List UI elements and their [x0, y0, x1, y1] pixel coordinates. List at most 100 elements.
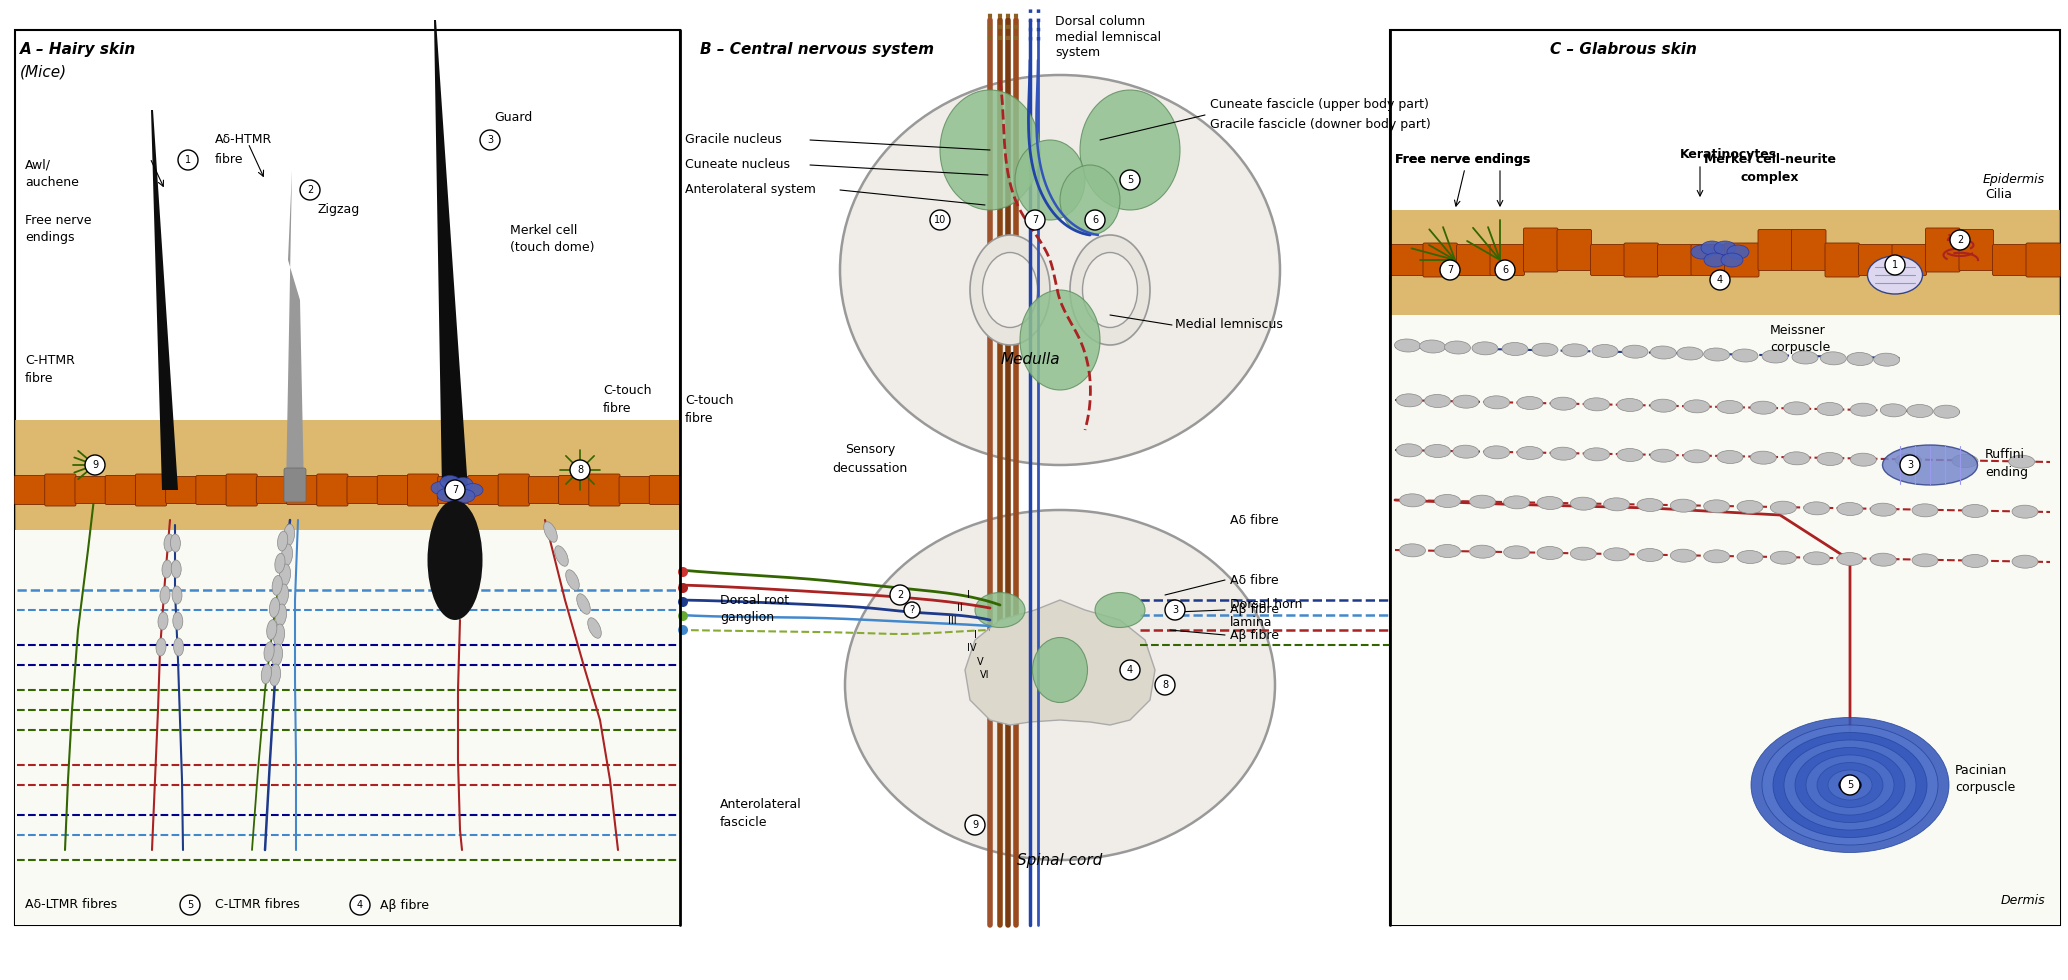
Ellipse shape [1818, 762, 1884, 808]
Text: Anterolateral system: Anterolateral system [685, 183, 817, 197]
Circle shape [678, 611, 689, 621]
Ellipse shape [428, 500, 482, 620]
Ellipse shape [1537, 497, 1563, 510]
FancyBboxPatch shape [1656, 244, 1692, 275]
Ellipse shape [277, 531, 287, 551]
FancyBboxPatch shape [1892, 244, 1927, 275]
Ellipse shape [1518, 447, 1543, 460]
Ellipse shape [1020, 290, 1100, 390]
FancyBboxPatch shape [45, 474, 77, 506]
FancyBboxPatch shape [376, 475, 409, 505]
Ellipse shape [2012, 555, 2037, 568]
Text: fibre: fibre [604, 402, 631, 415]
FancyBboxPatch shape [649, 475, 680, 505]
Ellipse shape [1650, 399, 1677, 413]
Ellipse shape [1963, 555, 1987, 567]
Polygon shape [434, 20, 467, 490]
Ellipse shape [1483, 446, 1510, 459]
FancyBboxPatch shape [1824, 243, 1859, 277]
Ellipse shape [1061, 165, 1121, 235]
Text: Dorsal column: Dorsal column [1055, 16, 1146, 28]
FancyBboxPatch shape [498, 474, 529, 506]
Text: 9: 9 [91, 460, 97, 470]
Ellipse shape [1913, 554, 1938, 566]
Ellipse shape [453, 477, 474, 491]
Text: system: system [1055, 46, 1100, 60]
Ellipse shape [1470, 495, 1495, 509]
Ellipse shape [1677, 347, 1702, 360]
Circle shape [180, 895, 201, 915]
Text: Ruffini: Ruffini [1985, 449, 2025, 462]
Circle shape [1886, 255, 1905, 275]
FancyBboxPatch shape [1859, 244, 1892, 275]
Text: IV: IV [968, 643, 976, 653]
Ellipse shape [941, 90, 1040, 210]
Ellipse shape [1750, 451, 1776, 465]
Ellipse shape [1435, 495, 1460, 508]
Ellipse shape [161, 560, 172, 578]
Ellipse shape [1803, 502, 1830, 514]
Ellipse shape [1963, 505, 1987, 517]
Ellipse shape [1537, 547, 1563, 560]
Ellipse shape [840, 75, 1280, 465]
Text: 3: 3 [1173, 605, 1179, 615]
Ellipse shape [275, 554, 285, 573]
Circle shape [1710, 270, 1731, 290]
Ellipse shape [1592, 345, 1617, 358]
Ellipse shape [1750, 401, 1776, 415]
Ellipse shape [436, 488, 457, 502]
FancyBboxPatch shape [1692, 244, 1725, 275]
FancyBboxPatch shape [1423, 243, 1458, 277]
FancyBboxPatch shape [347, 476, 378, 504]
Text: Gracile fascicle (downer body part): Gracile fascicle (downer body part) [1210, 119, 1431, 131]
Text: Merkel cell-neurite: Merkel cell-neurite [1704, 154, 1836, 167]
Ellipse shape [1621, 345, 1648, 358]
Ellipse shape [1518, 397, 1543, 410]
Ellipse shape [174, 638, 184, 656]
FancyBboxPatch shape [134, 474, 168, 506]
Circle shape [85, 455, 105, 475]
Ellipse shape [1772, 732, 1927, 838]
Text: Medulla: Medulla [1001, 353, 1059, 368]
Ellipse shape [269, 664, 281, 686]
Bar [1390, 210, 2060, 315]
Ellipse shape [1532, 343, 1557, 356]
Ellipse shape [1671, 549, 1696, 563]
Circle shape [931, 210, 949, 230]
Text: Aδ fibre: Aδ fibre [1230, 573, 1278, 586]
Ellipse shape [267, 619, 277, 640]
Ellipse shape [1785, 452, 1810, 465]
Ellipse shape [846, 510, 1276, 860]
Ellipse shape [273, 575, 283, 595]
Text: C-LTMR fibres: C-LTMR fibres [215, 899, 300, 911]
Ellipse shape [1896, 454, 1921, 466]
Ellipse shape [1503, 546, 1530, 559]
Circle shape [480, 130, 500, 150]
Ellipse shape [1638, 549, 1663, 562]
Ellipse shape [982, 253, 1038, 327]
Text: 7: 7 [1032, 215, 1038, 225]
Ellipse shape [430, 481, 451, 495]
Ellipse shape [1394, 339, 1421, 352]
Ellipse shape [1934, 405, 1960, 418]
Text: Free nerve: Free nerve [25, 214, 91, 226]
Ellipse shape [1650, 346, 1677, 359]
Text: decussation: decussation [833, 462, 908, 474]
Bar [14, 530, 680, 925]
Ellipse shape [281, 544, 292, 566]
Ellipse shape [1785, 740, 1915, 830]
Ellipse shape [440, 475, 459, 488]
Circle shape [1900, 455, 1919, 475]
Ellipse shape [1082, 253, 1137, 327]
Ellipse shape [1882, 445, 1977, 485]
Ellipse shape [1836, 553, 1863, 565]
Circle shape [1026, 210, 1044, 230]
FancyBboxPatch shape [1791, 229, 1826, 270]
Text: Dermis: Dermis [2000, 894, 2045, 906]
FancyBboxPatch shape [589, 474, 620, 506]
Ellipse shape [1795, 748, 1905, 822]
Ellipse shape [1770, 551, 1797, 564]
Text: Dorsal horn: Dorsal horn [1230, 599, 1303, 612]
Text: 6: 6 [1092, 215, 1098, 225]
FancyBboxPatch shape [1758, 229, 1793, 270]
